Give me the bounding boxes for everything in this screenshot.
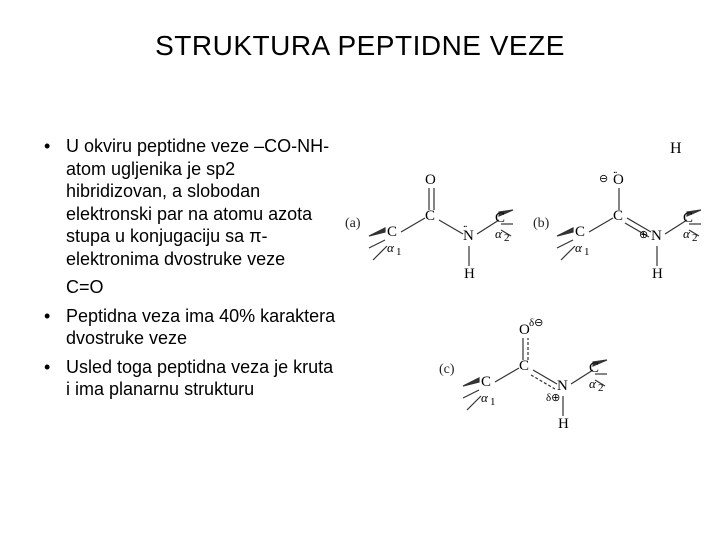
b-Ca1-sub: 1: [584, 246, 590, 258]
c-Ca1-sub: 1: [490, 396, 496, 408]
c-Ca1-alpha: α: [481, 390, 488, 406]
page-title: STRUKTURA PEPTIDNE VEZE: [0, 30, 720, 62]
slide: STRUKTURA PEPTIDNE VEZE U okviru peptidn…: [0, 0, 720, 540]
a-N-lonepair: ..: [463, 218, 467, 230]
b-N-plus: ⊕: [639, 228, 648, 241]
a-Ca1-alpha: α: [387, 240, 394, 256]
structure-b: C α 1 C O .. ⊖ N ⊕ H C α 2: [551, 170, 711, 300]
a-Ca2-alpha: α: [495, 226, 502, 242]
diagram-area: H (a): [345, 150, 710, 480]
a-O: O: [425, 172, 436, 189]
b-O-lonepair: ..: [613, 164, 617, 176]
b-Ca2-sub: 2: [692, 232, 698, 244]
structure-a: C α 1 C O N .. H C α 2: [363, 170, 523, 300]
b-Ca2-alpha: α: [683, 226, 690, 242]
b-Ca2: C: [683, 210, 693, 227]
b-H: H: [652, 266, 663, 283]
panel-label-a: (a): [345, 216, 361, 232]
panel-label-b: (b): [533, 216, 549, 232]
b-C: C: [613, 208, 623, 225]
structure-c: C α 1 C O δ⊖ N δ⊕ H C α 2: [457, 316, 627, 456]
bullet-1: U okviru peptidne veze –CO-NH- atom uglj…: [38, 135, 338, 299]
bullet-1-text: U okviru peptidne veze –CO-NH- atom uglj…: [66, 136, 329, 269]
b-Ca1-alpha: α: [575, 240, 582, 256]
b-O-minus: ⊖: [599, 172, 608, 185]
b-N: N: [651, 228, 662, 245]
c-Ca2-alpha: α: [589, 376, 596, 392]
a-Ca1: C: [387, 224, 397, 241]
c-O-dminus: δ⊖: [529, 316, 543, 329]
a-H: H: [464, 266, 475, 283]
a-Ca2-sub: 2: [504, 232, 510, 244]
free-H-label: H: [670, 140, 682, 158]
b-Ca1: C: [575, 224, 585, 241]
c-H: H: [558, 416, 569, 433]
a-C: C: [425, 208, 435, 225]
c-C: C: [519, 358, 529, 375]
panel-label-c: (c): [439, 362, 455, 378]
a-N: N: [463, 228, 474, 245]
c-Ca2-sub: 2: [598, 382, 604, 394]
a-Ca2: C: [495, 210, 505, 227]
bullet-1-sub: C=O: [66, 276, 338, 299]
c-Ca1: C: [481, 374, 491, 391]
c-N-dplus: δ⊕: [546, 391, 560, 404]
c-Ca2: C: [589, 360, 599, 377]
bullet-3: Usled toga peptidna veza je kruta i ima …: [38, 356, 338, 401]
body-text: U okviru peptidne veze –CO-NH- atom uglj…: [38, 135, 338, 407]
bullet-2: Peptidna veza ima 40% karaktera dvostruk…: [38, 305, 338, 350]
a-Ca1-sub: 1: [396, 246, 402, 258]
